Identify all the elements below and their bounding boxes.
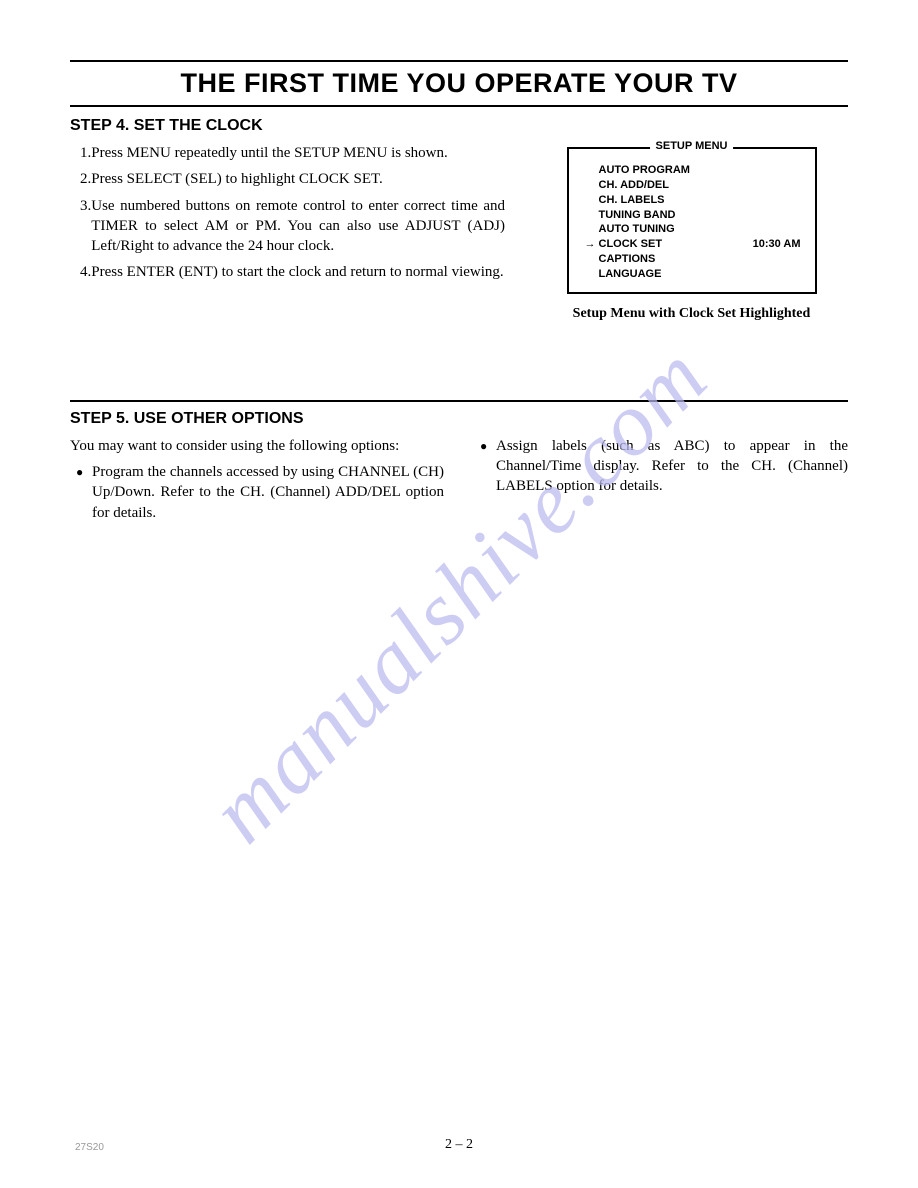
- menu-row: TUNING BAND: [599, 208, 801, 223]
- step4-figure: SETUP MENU AUTO PROGRAM CH. ADD/DEL CH. …: [535, 143, 848, 322]
- step4-instructions: 1. Press MENU repeatedly until the SETUP…: [70, 143, 505, 322]
- menu-row-selected: → CLOCK SET 10:30 AM: [599, 237, 801, 252]
- bullet-icon: ●: [70, 462, 92, 523]
- item-text: Press SELECT (SEL) to highlight CLOCK SE…: [91, 169, 505, 189]
- bullet-icon: ●: [474, 436, 496, 497]
- menu-row: CAPTIONS: [599, 252, 801, 267]
- menu-row: LANGUAGE: [599, 267, 801, 282]
- menu-label: CH. LABELS: [599, 193, 801, 208]
- step5-left-bullets: ● Program the channels accessed by using…: [70, 462, 444, 523]
- title-underline: [70, 105, 848, 107]
- menu-label: AUTO PROGRAM: [599, 163, 801, 178]
- item-number: 4.: [70, 262, 91, 282]
- menu-label: CAPTIONS: [599, 252, 801, 267]
- item-text: Press ENTER (ENT) to start the clock and…: [91, 262, 505, 282]
- step5-container: You may want to consider using the follo…: [70, 436, 848, 529]
- step5-right-bullets: ● Assign labels (such as ABC) to appear …: [474, 436, 848, 497]
- top-rule: [70, 60, 848, 62]
- item-text: Press MENU repeatedly until the SETUP ME…: [91, 143, 505, 163]
- step4-container: 1. Press MENU repeatedly until the SETUP…: [70, 143, 848, 322]
- bullet-text: Assign labels (such as ABC) to appear in…: [496, 436, 848, 497]
- item-number: 1.: [70, 143, 91, 163]
- menu-row: CH. LABELS: [599, 193, 801, 208]
- step4-item: 4. Press ENTER (ENT) to start the clock …: [70, 262, 505, 282]
- bullet-item: ● Assign labels (such as ABC) to appear …: [474, 436, 848, 497]
- step5-heading: STEP 5. USE OTHER OPTIONS: [70, 410, 848, 428]
- step4-list: 1. Press MENU repeatedly until the SETUP…: [70, 143, 505, 283]
- step4-item: 2. Press SELECT (SEL) to highlight CLOCK…: [70, 169, 505, 189]
- step4-item: 3. Use numbered buttons on remote contro…: [70, 196, 505, 257]
- item-number: 2.: [70, 169, 91, 189]
- menu-label: LANGUAGE: [599, 267, 801, 282]
- step5-right-col: ● Assign labels (such as ABC) to appear …: [474, 436, 848, 529]
- menu-label: CLOCK SET: [599, 237, 753, 252]
- item-number: 3.: [70, 196, 91, 257]
- footer-code: 27S20: [75, 1142, 104, 1153]
- item-text: Use numbered buttons on remote control t…: [91, 196, 505, 257]
- arrow-right-icon: →: [585, 237, 596, 252]
- menu-row: AUTO PROGRAM: [599, 163, 801, 178]
- setup-menu-title: SETUP MENU: [650, 140, 734, 152]
- menu-label: CH. ADD/DEL: [599, 178, 801, 193]
- section-divider: [70, 400, 848, 402]
- setup-menu-box: SETUP MENU AUTO PROGRAM CH. ADD/DEL CH. …: [567, 147, 817, 294]
- step5-intro: You may want to consider using the follo…: [70, 436, 444, 456]
- bullet-text: Program the channels accessed by using C…: [92, 462, 444, 523]
- page-number: 2 – 2: [445, 1137, 473, 1153]
- setup-menu-caption: Setup Menu with Clock Set Highlighted: [573, 306, 811, 322]
- menu-label: TUNING BAND: [599, 208, 801, 223]
- menu-value: 10:30 AM: [753, 237, 801, 252]
- step4-item: 1. Press MENU repeatedly until the SETUP…: [70, 143, 505, 163]
- watermark: manualshive.com: [190, 325, 728, 863]
- menu-row: CH. ADD/DEL: [599, 178, 801, 193]
- step4-heading: STEP 4. SET THE CLOCK: [70, 117, 848, 135]
- page-title: THE FIRST TIME YOU OPERATE YOUR TV: [70, 64, 848, 105]
- bullet-item: ● Program the channels accessed by using…: [70, 462, 444, 523]
- setup-menu-items: AUTO PROGRAM CH. ADD/DEL CH. LABELS TUNI…: [583, 159, 801, 282]
- menu-label: AUTO TUNING: [599, 222, 801, 237]
- step5-left-col: You may want to consider using the follo…: [70, 436, 444, 529]
- menu-row: AUTO TUNING: [599, 222, 801, 237]
